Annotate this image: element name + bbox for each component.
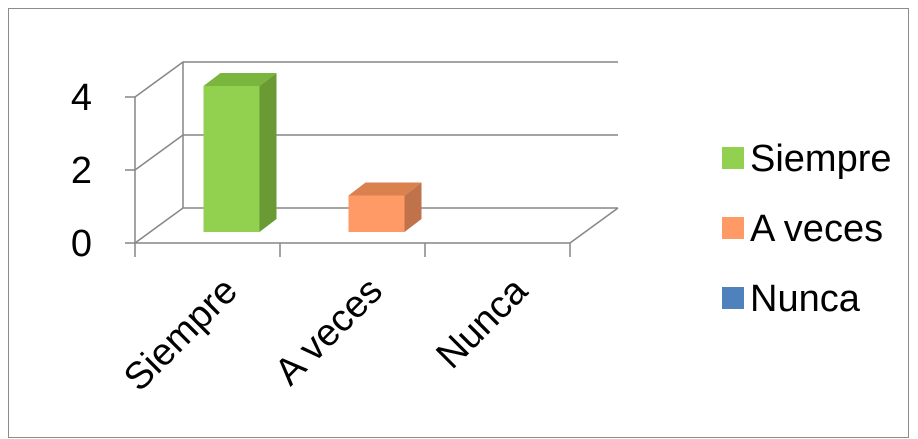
bar <box>203 73 277 232</box>
bar-front <box>348 195 405 232</box>
bar-top <box>348 182 422 196</box>
legend-item: Nunca <box>722 278 861 320</box>
bar-side <box>404 182 422 232</box>
gridline <box>134 61 618 98</box>
legend-item: A veces <box>722 208 883 250</box>
legend-swatch <box>722 147 744 169</box>
gridline <box>134 207 618 244</box>
bars <box>203 73 422 232</box>
legend-swatch <box>722 287 744 309</box>
legend-label: A veces <box>750 208 883 250</box>
y-tick-label: 2 <box>71 150 92 192</box>
gridlines <box>134 61 618 244</box>
legend-label: Siempre <box>750 138 892 180</box>
bar-top <box>203 73 277 86</box>
bar-front <box>203 86 260 232</box>
bar-side <box>259 73 277 232</box>
legend-swatch <box>722 217 744 239</box>
gridline <box>134 134 618 171</box>
y-axis-ticks: 0 2 4 <box>71 77 135 265</box>
y-tick-label: 0 <box>71 223 92 265</box>
x-tick-label: Nunca <box>428 269 536 377</box>
y-tick-label: 4 <box>71 77 92 119</box>
x-tick-label: A veces <box>267 270 391 394</box>
x-axis-ticks: Siempre A veces Nunca <box>116 243 571 400</box>
x-tick-label: Siempre <box>116 270 246 400</box>
legend-label: Nunca <box>750 278 861 320</box>
legend-item: Siempre <box>722 138 892 180</box>
legend: Siempre A veces Nunca <box>722 138 892 320</box>
bar <box>348 182 422 232</box>
